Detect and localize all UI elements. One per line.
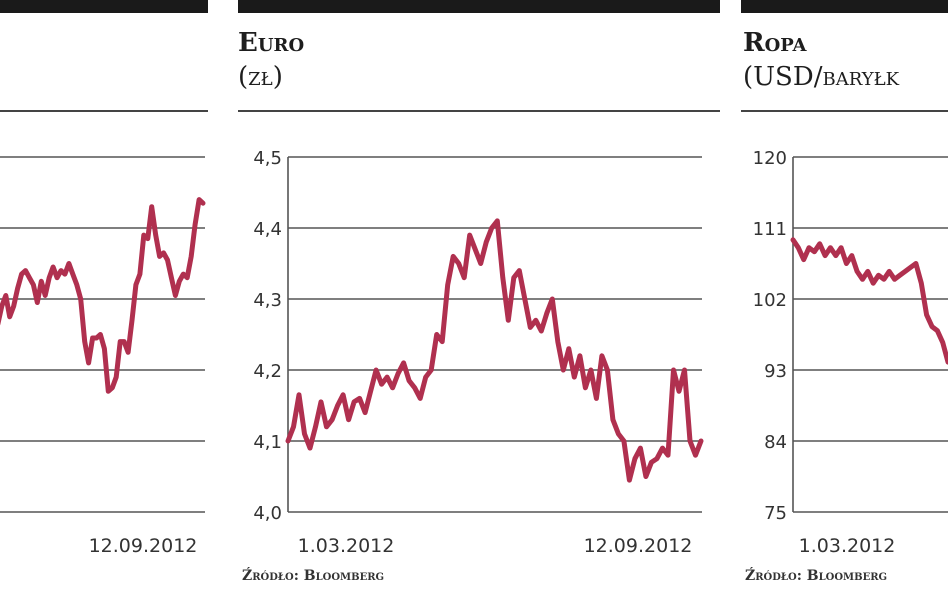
y-tick-label: 111	[753, 219, 787, 240]
title-separator	[0, 110, 208, 112]
x-start-label: 1.03.2012	[799, 535, 896, 557]
source-note: Źródło: Bloomberg	[745, 568, 888, 584]
y-tick-label: 4,5	[253, 148, 282, 169]
y-tick-label: 4,3	[253, 290, 282, 311]
y-tick-label: 4,4	[253, 219, 282, 240]
chart-panel-euro: Euro (zł) 4,0 4,1 4,2 4,3 4,4 4,5 1.03.2012 12.…	[238, 0, 720, 593]
y-tick-label: 4,2	[253, 361, 282, 382]
series-line	[0, 197, 206, 394]
x-start-label: 1.03.2012	[298, 535, 395, 557]
series-line	[790, 237, 948, 365]
chart-ropa: 75 84 93 102 111 120 1.03.2012	[753, 148, 948, 557]
y-tick-label: 93	[764, 361, 787, 382]
y-tick-label: 120	[753, 148, 787, 169]
y-tick-label: 102	[753, 290, 787, 311]
y-tick-label: 4,1	[253, 432, 282, 453]
x-end-label: 12.09.2012	[89, 535, 198, 557]
chart-unit: (USD/baryłk	[743, 62, 900, 92]
header-bar	[0, 0, 208, 13]
title-separator	[238, 110, 720, 112]
chart-unit: (zł)	[238, 62, 283, 92]
header-bar	[238, 0, 720, 13]
y-tick-label: 4,0	[253, 503, 282, 524]
y-tick-label: 84	[764, 432, 787, 453]
chart-1: 12.09.2012	[0, 156, 206, 557]
chart-panel-ropa: Ropa (USD/baryłk 75 84 93 102 111 120 1.03.201…	[741, 0, 948, 593]
chart-title: Ropa	[743, 28, 807, 58]
series-line	[285, 218, 704, 483]
x-end-label: 12.09.2012	[584, 535, 693, 557]
header-bar	[741, 0, 948, 13]
title-separator	[741, 110, 948, 112]
chart-euro: 4,0 4,1 4,2 4,3 4,4 4,5 1.03.2012 12.09.2012	[253, 148, 704, 557]
y-tick-label: 75	[764, 503, 787, 524]
source-note: Źródło: Bloomberg	[242, 568, 385, 584]
chart-title: Euro	[238, 28, 305, 58]
chart-panel-1: 12.09.2012	[0, 0, 208, 593]
